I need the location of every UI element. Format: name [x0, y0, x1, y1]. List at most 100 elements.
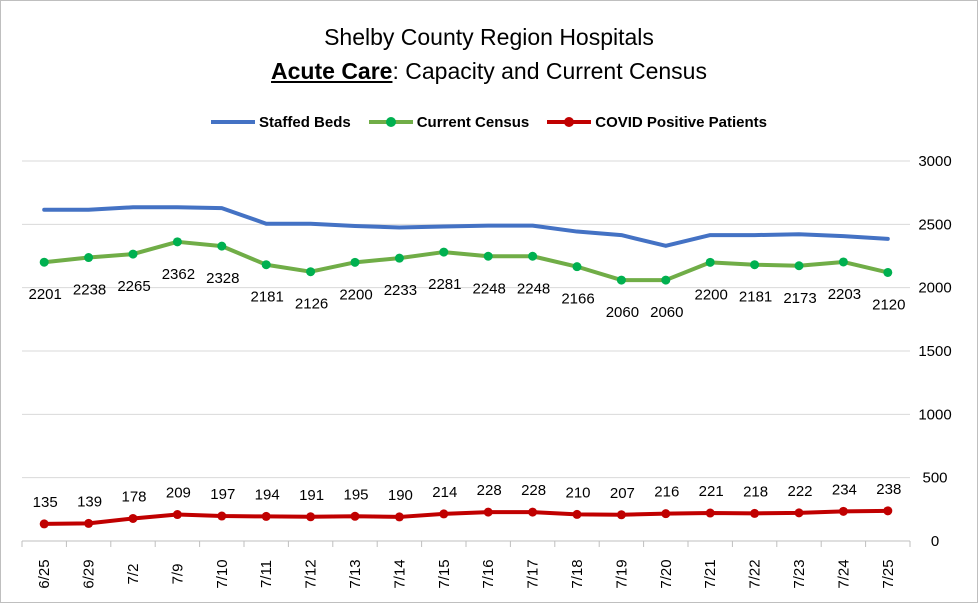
data-point [306, 267, 316, 277]
data-label: 194 [255, 486, 280, 503]
x-tick-label: 7/9 [169, 564, 186, 585]
x-tick-label: 7/22 [747, 559, 764, 588]
data-point [483, 251, 493, 261]
data-point [84, 253, 94, 263]
data-label: 228 [477, 482, 502, 499]
legend-item-current-census: Current Census [368, 110, 530, 134]
data-point [838, 257, 848, 267]
x-tick-label: 6/29 [81, 559, 98, 588]
data-label: 2201 [29, 286, 62, 303]
chart-subtitle: Acute Care: Capacity and Current Census [0, 56, 978, 86]
data-label: 2200 [695, 286, 728, 303]
x-tick-label: 7/12 [303, 559, 320, 588]
data-label: 214 [432, 484, 457, 501]
data-point [172, 510, 182, 520]
data-point [661, 509, 671, 519]
data-point [350, 511, 360, 521]
x-tick-label: 7/18 [569, 559, 586, 588]
data-label: 221 [699, 483, 724, 500]
data-label: 2238 [73, 282, 106, 299]
x-tick-label: 6/25 [36, 559, 53, 588]
data-point [483, 507, 493, 517]
data-label: 2166 [561, 291, 594, 308]
legend-swatch-covid-positive [547, 117, 592, 127]
legend: Staffed Beds Current Census COVID Positi… [0, 110, 978, 134]
x-tick-label: 7/13 [347, 559, 364, 588]
x-tick-label: 7/24 [835, 559, 852, 588]
legend-label-current-census: Current Census [416, 113, 530, 131]
data-label: 2248 [473, 280, 506, 297]
data-point [306, 512, 316, 522]
data-point [350, 257, 360, 267]
data-point [84, 518, 94, 528]
data-label: 2328 [206, 270, 239, 287]
data-point [528, 507, 538, 517]
data-point [616, 510, 626, 520]
data-point [838, 506, 848, 516]
data-point [883, 506, 893, 516]
chart-title: Shelby County Region Hospitals [324, 24, 654, 50]
data-label: 2060 [650, 304, 683, 321]
data-point [217, 511, 227, 521]
data-point [172, 237, 182, 247]
x-tick-label: 7/21 [702, 559, 719, 588]
data-label: 135 [33, 494, 58, 511]
data-label: 139 [77, 493, 102, 510]
data-label: 238 [876, 481, 901, 498]
data-label: 228 [521, 482, 546, 499]
data-label: 2126 [295, 296, 328, 313]
data-point [750, 508, 760, 518]
data-label: 2203 [828, 286, 861, 303]
data-point [661, 275, 671, 285]
x-tick-label: 7/10 [214, 559, 231, 588]
x-tick-label: 7/2 [125, 564, 142, 585]
legend-swatch-staffed-beds [211, 120, 256, 124]
y-tick-label: 1000 [918, 406, 951, 423]
series-line [42, 508, 890, 526]
data-point [616, 275, 626, 285]
data-label: 210 [565, 484, 590, 501]
data-point [39, 257, 49, 267]
data-label: 218 [743, 483, 768, 500]
data-point [705, 508, 715, 518]
data-label: 197 [210, 486, 235, 503]
x-tick-label: 7/23 [791, 559, 808, 588]
data-point [439, 509, 449, 519]
data-point [217, 241, 227, 251]
data-point [261, 511, 271, 521]
data-label: 2233 [384, 282, 417, 299]
data-label: 216 [654, 484, 679, 501]
x-tick-label: 7/15 [436, 559, 453, 588]
data-label: 2173 [783, 290, 816, 307]
data-label: 209 [166, 485, 191, 502]
data-label: 195 [343, 486, 368, 503]
data-label: 2281 [428, 276, 461, 293]
legend-label-staffed-beds: Staffed Beds [259, 113, 351, 131]
data-point [528, 251, 538, 261]
data-label: 191 [299, 487, 324, 504]
data-label: 190 [388, 487, 413, 504]
data-label: 2181 [251, 289, 284, 306]
y-tick-label: 0 [931, 533, 939, 550]
series-line [42, 239, 890, 283]
legend-item-covid-positive: COVID Positive Patients [547, 110, 767, 134]
data-label: 207 [610, 485, 635, 502]
data-point [572, 262, 582, 272]
data-point [572, 509, 582, 519]
data-label: 2200 [339, 286, 372, 303]
x-tick-label: 7/20 [658, 559, 675, 588]
y-tick-label: 2500 [918, 216, 951, 233]
data-point [394, 253, 404, 263]
legend-label-covid-positive: COVID Positive Patients [595, 113, 767, 131]
data-point [394, 512, 404, 522]
legend-item-staffed-beds: Staffed Beds [211, 110, 351, 134]
x-tick-label: 7/25 [880, 559, 897, 588]
x-tick-label: 7/14 [391, 559, 408, 588]
data-label: 2120 [872, 296, 905, 313]
legend-swatch-current-census [368, 117, 413, 127]
data-point [128, 513, 138, 523]
series-line [42, 205, 890, 248]
data-label: 2248 [517, 280, 550, 297]
